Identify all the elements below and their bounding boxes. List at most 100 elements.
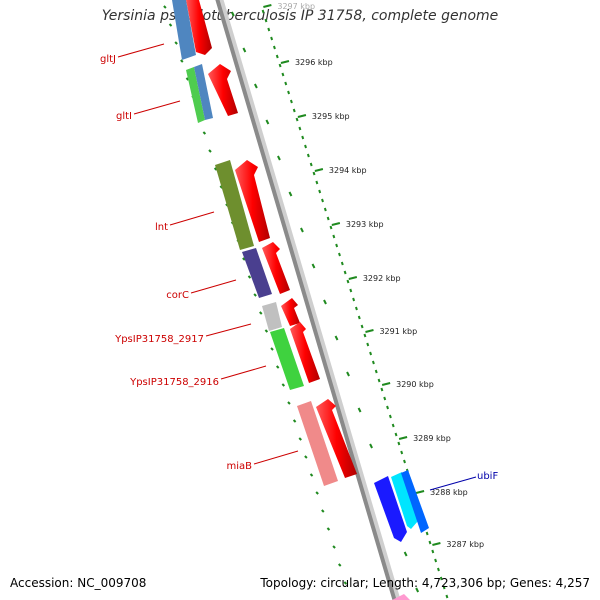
axis-dot [400,450,404,455]
axis-tick-label: 3296 kbp [295,58,333,67]
gene-arrow[interactable] [290,322,320,383]
gene-label-lnt[interactable]: lnt [155,222,168,233]
axis-tick [398,436,408,440]
track-dash [311,263,316,269]
gene-label-gltI[interactable]: gltI [116,111,132,122]
track-dash [323,299,327,305]
gene-arrow[interactable] [262,242,290,294]
axis-dot [363,333,367,338]
gene-arrow[interactable] [281,298,300,326]
axis-dot [434,558,438,563]
track-dot [168,23,173,27]
accession-label: Accession: NC_009708 [10,576,147,590]
track-dot [304,455,308,459]
gene-arrow[interactable] [316,399,357,478]
axis-dot [439,576,443,581]
axis-dot [403,459,406,464]
track-dot [242,257,246,261]
axis-tick-label: 3287 kbp [446,540,484,549]
track-dot [287,401,291,405]
axis-dot [374,369,378,374]
gene-corC[interactable] [242,248,272,298]
gene-arrow[interactable] [208,64,238,116]
axis-dot [397,441,401,446]
axis-dot [287,90,291,95]
axis-dot [340,261,344,266]
track-dot [253,293,257,297]
track-dash [265,119,270,125]
axis-dot [366,342,370,347]
axis-dot [371,360,375,365]
gene-arrow[interactable] [186,0,212,55]
gene-label-ubiF[interactable]: ubiF [477,471,498,482]
gene-gltI-a[interactable] [186,67,205,123]
axis-dot [388,414,392,419]
axis-dot [323,207,327,212]
gene-gltJ[interactable] [172,0,196,60]
axis-dot [272,45,276,50]
gene-label-YpsIP31758_2917[interactable]: YpsIP31758_2917 [114,334,204,345]
axis-dot [352,297,356,302]
axis-dot [332,234,336,239]
axis-dot [321,198,324,203]
axis-dot [377,378,381,383]
axis-dot [315,180,319,185]
gene-YpsIP31758_2916[interactable] [270,328,304,390]
gene-gltI-b[interactable] [194,64,213,120]
axis-dot [354,306,358,311]
axis-dot [360,324,364,329]
gene-label-corC[interactable]: corC [166,290,189,301]
topology-label: Topology: circular; Length: 4,723,306 bp… [260,576,590,590]
gene-arrow[interactable] [235,160,270,242]
track-dash [253,83,258,89]
track-dot [163,5,167,9]
track-dash [300,227,304,233]
track-dot [247,275,252,279]
axis-tick [432,542,441,546]
axis-dot [289,99,293,104]
gene-miaB[interactable] [297,401,338,486]
axis-dot [338,252,341,257]
axis-tick [263,4,272,8]
axis-dot [425,531,429,536]
gene-label-gltJ[interactable]: gltJ [100,54,116,65]
axis-dot [383,396,387,401]
axis-dot [442,585,446,590]
axis-dot [335,243,339,248]
axis-dot [292,108,296,113]
axis-dot [445,594,449,599]
gene-labels: gltJ gltI lnt corC YpsIP31758_2917 YpsIP… [100,43,498,491]
axis-dot [318,189,322,194]
gene-label-miaB[interactable]: miaB [226,461,252,472]
axis-dot [357,315,361,320]
axis-dot [278,63,282,68]
minus-strand-genes [172,0,338,486]
track-dot [264,329,269,333]
axis-tick-label: 3295 kbp [312,112,350,121]
track-dot [185,77,190,81]
axis-dot [309,162,313,167]
track-dot [321,509,325,513]
axis-tick-label: 3293 kbp [346,220,384,229]
track-dash [277,155,281,161]
axis-dot [329,225,333,230]
track-dot [180,59,184,63]
track-dot [309,473,314,477]
gene-label-YpsIP31758_2916[interactable]: YpsIP31758_2916 [129,377,219,388]
track-dot [259,311,263,315]
axis-dot [306,153,310,158]
gene-ubiF[interactable] [374,470,429,542]
axis-tick-label: 3294 kbp [329,166,367,175]
axis-dot [391,423,395,428]
axis-dot [428,540,432,545]
axis-tick [331,222,341,226]
track-dash [230,11,235,17]
axis-dot [349,288,353,293]
track-dot [275,365,280,369]
axis-tick-label: 3289 kbp [413,434,451,443]
track-dot [326,527,331,531]
gene-lnt[interactable] [215,160,254,250]
gene-YpsIP31758_2917[interactable] [262,302,282,331]
axis-tick [314,168,324,172]
